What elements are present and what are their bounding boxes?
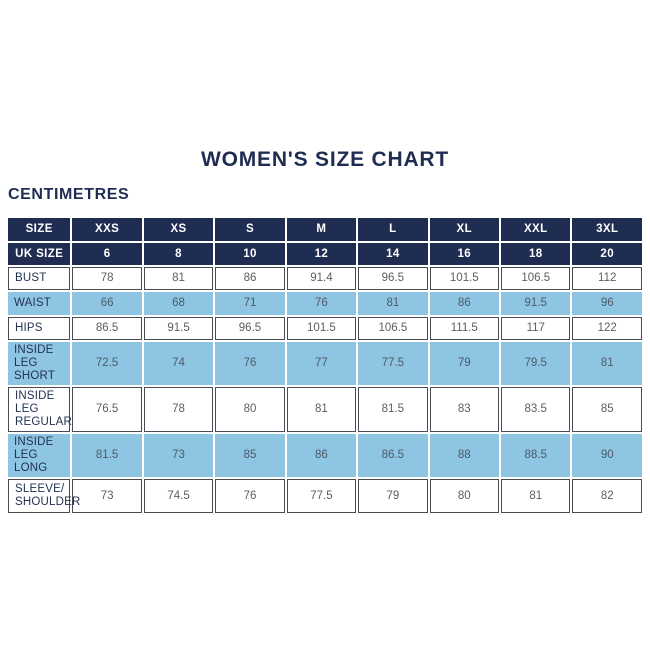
size-chart-table: SIZE XXS XS S M L XL XXL 3XL UK SIZE 6 8 10 12 14 16 18 2…	[6, 216, 644, 515]
value-cell: 86	[215, 267, 285, 290]
value-cell: 82	[572, 479, 642, 513]
value-cell: 101.5	[286, 317, 357, 340]
header-value-cell: M	[286, 218, 357, 241]
value-cell: 86	[286, 434, 357, 477]
table-row: INSIDE LEG REGULAR 76.5 78 80 81 81.5 83 83.5 85	[8, 387, 642, 432]
table-row: INSIDE LEG LONG 81.5 73 85 86 86.5 88 88.5 90	[8, 434, 642, 477]
value-cell: 96	[572, 292, 642, 315]
table-row: HIPS 86.5 91.5 96.5 101.5 106.5 111.5 117 122	[8, 317, 642, 340]
value-cell: 85	[215, 434, 285, 477]
value-cell: 90	[572, 434, 642, 477]
header-label-cell: UK SIZE	[8, 243, 71, 265]
value-cell: 122	[572, 317, 642, 340]
value-cell: 80	[429, 479, 500, 513]
value-cell: 81	[143, 267, 214, 290]
value-cell: 86.5	[72, 317, 142, 340]
header-value-cell: 10	[215, 243, 285, 265]
value-cell: 111.5	[429, 317, 500, 340]
value-cell: 81	[501, 479, 571, 513]
value-cell: 77.5	[358, 342, 428, 385]
value-cell: 81	[572, 342, 642, 385]
header-value-cell: 6	[72, 243, 142, 265]
row-label-cell: BUST	[8, 267, 71, 290]
header-value-cell: S	[215, 218, 285, 241]
value-cell: 68	[143, 292, 214, 315]
value-cell: 78	[143, 387, 214, 432]
header-value-cell: L	[358, 218, 428, 241]
header-value-cell: 8	[143, 243, 214, 265]
value-cell: 72.5	[72, 342, 142, 385]
value-cell: 86.5	[358, 434, 428, 477]
value-cell: 88	[429, 434, 500, 477]
header-value-cell: 18	[501, 243, 571, 265]
row-label-cell: INSIDE LEG SHORT	[8, 342, 71, 385]
header-value-cell: XXL	[501, 218, 571, 241]
value-cell: 66	[72, 292, 142, 315]
value-cell: 76	[215, 342, 285, 385]
value-cell: 86	[429, 292, 500, 315]
value-cell: 76	[215, 479, 285, 513]
value-cell: 77	[286, 342, 357, 385]
row-label-cell: HIPS	[8, 317, 71, 340]
value-cell: 81.5	[72, 434, 142, 477]
value-cell: 79	[358, 479, 428, 513]
row-label-cell: WAIST	[8, 292, 71, 315]
value-cell: 96.5	[358, 267, 428, 290]
header-value-cell: 16	[429, 243, 500, 265]
value-cell: 106.5	[501, 267, 571, 290]
value-cell: 85	[572, 387, 642, 432]
unit-label: CENTIMETRES	[8, 186, 130, 203]
value-cell: 76	[286, 292, 357, 315]
value-cell: 76.5	[72, 387, 142, 432]
table-row: SLEEVE/ SHOULDER 73 74.5 76 77.5 79 80 81 82	[8, 479, 642, 513]
value-cell: 83.5	[501, 387, 571, 432]
header-value-cell: 12	[286, 243, 357, 265]
value-cell: 71	[215, 292, 285, 315]
value-cell: 80	[215, 387, 285, 432]
header-value-cell: XS	[143, 218, 214, 241]
header-value-cell: 3XL	[572, 218, 642, 241]
value-cell: 88.5	[501, 434, 571, 477]
table-row: INSIDE LEG SHORT 72.5 74 76 77 77.5 79 79.5 81	[8, 342, 642, 385]
header-label-cell: SIZE	[8, 218, 71, 241]
value-cell: 91.5	[143, 317, 214, 340]
value-cell: 79.5	[501, 342, 571, 385]
value-cell: 96.5	[215, 317, 285, 340]
table-row: BUST 78 81 86 91.4 96.5 101.5 106.5 112	[8, 267, 642, 290]
value-cell: 117	[501, 317, 571, 340]
value-cell: 79	[429, 342, 500, 385]
row-label-cell: INSIDE LEG LONG	[8, 434, 71, 477]
value-cell: 112	[572, 267, 642, 290]
value-cell: 78	[72, 267, 142, 290]
header-value-cell: 20	[572, 243, 642, 265]
table-header-row: SIZE XXS XS S M L XL XXL 3XL	[8, 218, 642, 241]
value-cell: 101.5	[429, 267, 500, 290]
value-cell: 73	[143, 434, 214, 477]
value-cell: 81.5	[358, 387, 428, 432]
page-title: WOMEN'S SIZE CHART	[200, 148, 450, 171]
value-cell: 74	[143, 342, 214, 385]
value-cell: 81	[358, 292, 428, 315]
value-cell: 83	[429, 387, 500, 432]
value-cell: 81	[286, 387, 357, 432]
value-cell: 77.5	[286, 479, 357, 513]
table-header-row: UK SIZE 6 8 10 12 14 16 18 20	[8, 243, 642, 265]
value-cell: 74.5	[143, 479, 214, 513]
row-label-cell: SLEEVE/ SHOULDER	[8, 479, 80, 513]
header-value-cell: 14	[358, 243, 428, 265]
header-value-cell: XL	[429, 218, 500, 241]
value-cell: 73	[72, 479, 142, 513]
header-value-cell: XXS	[72, 218, 142, 241]
value-cell: 91.5	[501, 292, 571, 315]
value-cell: 106.5	[358, 317, 428, 340]
value-cell: 91.4	[286, 267, 357, 290]
table-row: WAIST 66 68 71 76 81 86 91.5 96	[8, 292, 642, 315]
row-label-cell: INSIDE LEG REGULAR	[8, 387, 72, 432]
